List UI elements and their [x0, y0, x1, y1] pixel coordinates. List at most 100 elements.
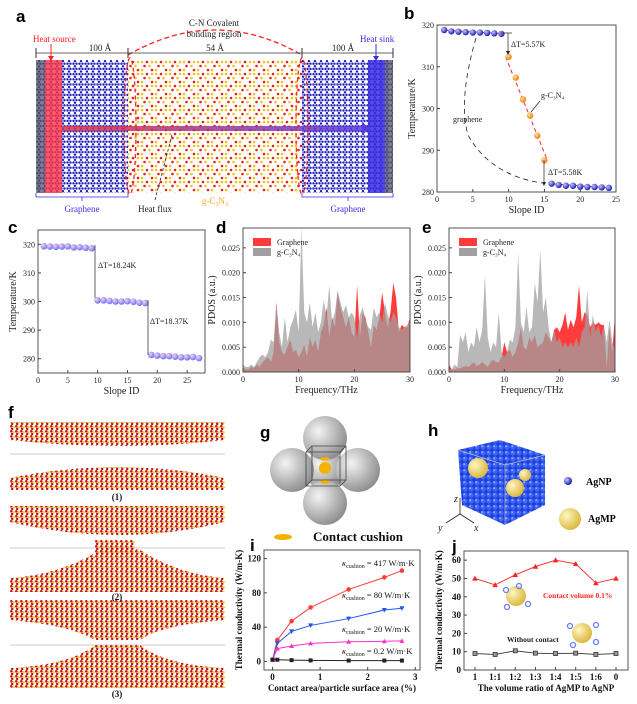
snapshot-3: [10, 600, 225, 688]
d-y-tick-label: 0.000: [222, 368, 240, 377]
j-contact-annotation: Contact volume 0.1%: [543, 591, 612, 600]
j-x-tick-label: 1:5: [570, 672, 582, 682]
snapshot-1: [10, 422, 225, 490]
e-x-tick-label: 20: [556, 375, 564, 384]
b-data-point: [548, 180, 555, 187]
panel-label-c: c: [8, 218, 17, 237]
panel-g-sphere-model: Contact cushion: [270, 416, 404, 544]
e-y-tick-label: 0.025: [428, 244, 446, 253]
d-x-tick-label: 30: [406, 375, 414, 384]
c-data-point: [148, 351, 155, 359]
i-y-axis-label: Thermal conductivity (W/m-K): [234, 550, 244, 671]
c-data-point: [82, 244, 90, 252]
j-x-tick-label: 1:1: [489, 672, 501, 682]
b-x-tick-label: 20: [576, 195, 584, 204]
j-data-point: [512, 572, 519, 577]
b-fit-line: [505, 56, 548, 161]
chart-b: 0 5 10 15 20 25 280 290 300 310 320 Slope ID Tempera…: [407, 21, 620, 216]
i-data-point: [399, 638, 405, 643]
c-data-point: [153, 352, 161, 359]
j-data-point: [552, 557, 559, 563]
i-data-point: [275, 637, 280, 643]
b-data-point: [598, 184, 605, 191]
b-data-point: [505, 53, 512, 60]
b-delta-t-bottom: ΔT=5.58K: [548, 168, 583, 177]
d-legend-label: g-C₃N₄: [277, 248, 301, 257]
i-data-point: [346, 658, 351, 663]
i-series-label: κcushion = 417 W/m·K: [342, 558, 415, 570]
b-data-point: [584, 183, 591, 191]
e-x-tick-label: 30: [611, 375, 619, 384]
b-x-tick-label: 10: [505, 195, 513, 204]
e-legend-label: Graphene: [483, 238, 515, 247]
b-y-tick-label: 290: [422, 146, 434, 155]
c-data-point: [159, 352, 167, 360]
c-data-point: [64, 243, 72, 250]
panel-h-particle-model: AgNP AgMP z y x: [437, 440, 616, 534]
i-series-label: κcushion = 20 W/m·K: [342, 624, 411, 636]
c-data-point: [118, 298, 125, 305]
b-data-point: [440, 26, 448, 34]
snapshot-caption-2: (2): [112, 592, 123, 602]
j-x-tick-label: 1:2: [509, 672, 521, 682]
c-delta-t-top: ΔT=18.24K: [98, 261, 137, 270]
c-x-tick-label: 15: [123, 376, 131, 385]
panel-label-b: b: [404, 4, 414, 23]
i-data-point: [308, 623, 314, 628]
j-data-point: [472, 651, 478, 656]
c-y-axis-label: Temperature/K: [8, 271, 19, 332]
b-data-point: [519, 96, 527, 103]
c-data-point: [130, 298, 137, 306]
d-y-tick-label: 0.020: [222, 269, 240, 278]
fixed-left: [36, 60, 45, 193]
j-data-point: [553, 651, 558, 656]
left-length: 100 Å: [89, 43, 112, 53]
axis-y-label: y: [437, 523, 443, 534]
panel-label-f: f: [8, 403, 14, 422]
j-plot-frame: [463, 550, 629, 671]
e-legend-swatch: [459, 238, 477, 246]
b-delta-t-top: ΔT=5.57K: [511, 40, 546, 49]
b-y-tick-label: 280: [422, 188, 434, 197]
c-x-tick-label: 25: [183, 376, 191, 385]
j-data-point: [512, 648, 518, 654]
heat-flux-arrow: [62, 126, 362, 131]
e-y-tick-label: 0.010: [428, 318, 446, 327]
heat-source-region: [45, 60, 62, 193]
heat-sink-region: [368, 60, 385, 193]
right-length: 100 Å: [332, 43, 355, 53]
i-data-point: [346, 587, 351, 592]
c-data-point: [46, 243, 54, 250]
panel-j-insets: Contact volume 0.1% Without contact: [502, 582, 612, 649]
j-x-tick-label: 1:6: [590, 672, 602, 682]
d-legend-swatch: [253, 248, 271, 256]
j-y-tick-label: 30: [452, 610, 462, 620]
i-data-point: [289, 629, 295, 634]
b-x-axis-label: Slope ID: [509, 205, 545, 216]
c-data-point: [70, 244, 78, 251]
i-data-point: [399, 568, 405, 573]
chart-e: 0 10 20 30 0.000 0.005 0.010 0.015 0.020 0.025 Fre…: [413, 227, 619, 396]
agmp-legend-icon: [559, 508, 581, 530]
panel-label-a: a: [16, 7, 26, 26]
b-data-point: [526, 112, 534, 119]
b-data-point: [476, 29, 484, 36]
j-y-tick-label: 40: [452, 592, 462, 602]
j-x-tick-label: 0: [614, 672, 619, 682]
agnp-legend-icon: [564, 477, 572, 485]
e-y-tick-label: 0.000: [428, 368, 446, 377]
c-data-point: [40, 243, 48, 250]
i-y-tick-label: 0: [257, 656, 262, 666]
snapshot-caption-1: (1): [112, 492, 123, 502]
e-y-tick-label: 0.005: [428, 343, 446, 352]
i-data-point: [308, 658, 313, 663]
i-y-tick-label: 40: [252, 622, 262, 632]
c-y-tick-label: 320: [23, 240, 35, 249]
middle-length: 54 Å: [206, 43, 224, 53]
panel-label-d: d: [216, 218, 226, 237]
i-x-tick-label: 2: [365, 672, 370, 682]
j-x-tick-label: 1:3: [529, 672, 541, 682]
c-x-tick-label: 0: [36, 376, 40, 385]
c-data-point: [52, 243, 60, 251]
